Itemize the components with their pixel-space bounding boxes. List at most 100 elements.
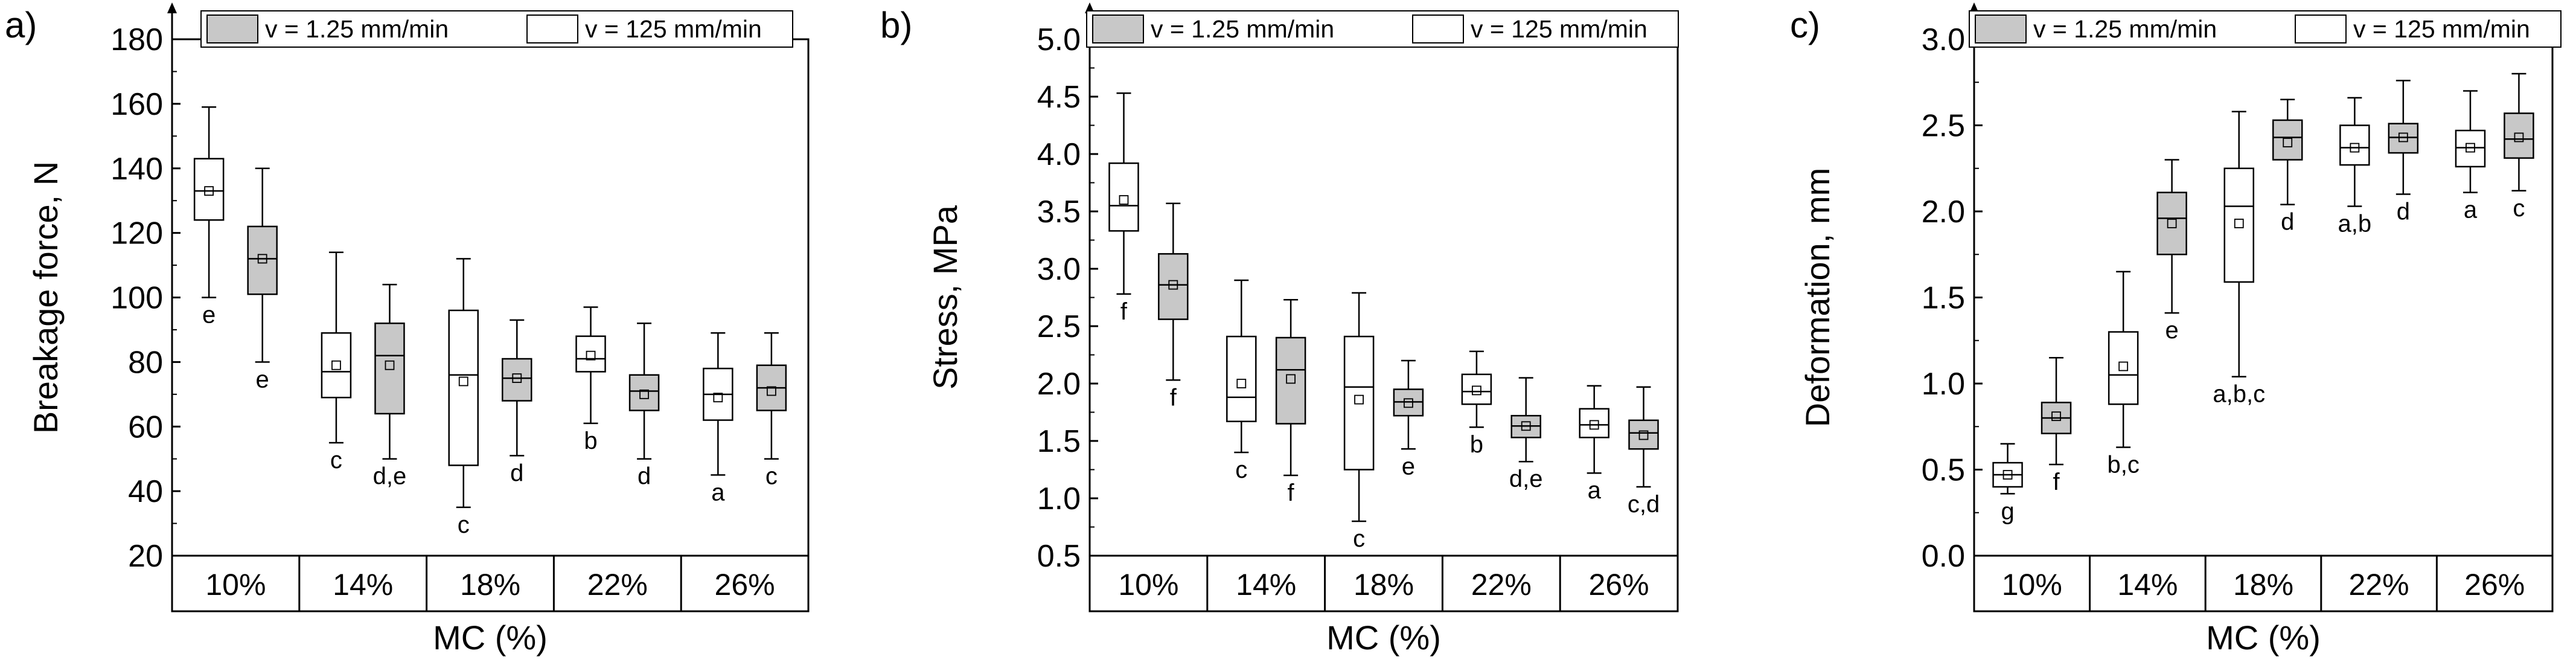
mean-marker [1471,385,1481,396]
box-slow: c [2504,72,2534,222]
iqr-box [321,332,352,399]
iqr-box [502,358,532,402]
mean-marker [204,186,214,196]
mean-marker [1521,421,1531,431]
iqr-box [247,225,278,295]
mean-marker [2398,132,2408,143]
box-slow: d [502,319,532,486]
legend-label: v = 1.25 mm/min [265,15,449,43]
panel-label: b) [880,5,912,45]
iqr-box [628,374,660,411]
mean-marker [2118,361,2129,371]
x-axis-label: MC (%) [2206,619,2321,657]
mean-marker [2514,132,2524,143]
box-slow: f [1158,202,1189,411]
mean-marker [1354,394,1364,405]
box-slow: d,e [373,283,407,490]
y-tick-label: 1.5 [1922,281,1965,316]
y-tick-label: 20 [128,539,163,574]
mean-marker [1589,420,1599,430]
legend: v = 1.25 mm/min v = 125 mm/min [1969,10,2562,48]
y-tick-label: 3.0 [1037,252,1081,287]
y-tick-label: 3.5 [1037,194,1081,230]
significance-letter: c [458,512,470,538]
legend-swatch [526,14,578,43]
mean-marker [2234,219,2244,228]
y-tick-label: 4.0 [1037,137,1081,172]
y-tick-label: 3.0 [1922,22,1965,57]
iqr-box [1343,335,1375,471]
mean-marker [2002,470,2013,480]
significance-letter: c [330,447,342,474]
x-category-label: 18% [1354,568,1414,602]
mean-marker [2283,138,2293,147]
significance-letter: e [202,302,216,329]
iqr-box [2455,129,2486,168]
mean-marker [713,393,723,403]
y-tick-label: 2.5 [1037,309,1081,344]
x-category-label: 22% [2349,568,2409,602]
panel-c: c) 0.0 0.5 1.0 1.5 2.0 2.5 3.0 Deformation, mm 10… [1790,2,2562,657]
mean-marker [2167,219,2177,228]
legend-frame [1969,10,2562,48]
box-fast: a,b,c [2213,111,2265,408]
significance-letter: c,d [1628,491,1660,518]
x-axis-label: MC (%) [1326,619,1441,657]
iqr-box [2223,167,2255,283]
legend-swatch [2295,14,2347,43]
legend: v = 1.25 mm/min v = 125 mm/min [1086,10,1679,48]
y-tick-label: 180 [110,22,163,57]
iqr-box [374,323,405,415]
mean-marker [1286,374,1296,384]
iqr-box [2504,112,2534,159]
x-category-label: 10% [205,568,266,602]
y-tick-label: 1.0 [1922,367,1965,402]
box-slow: d [2388,80,2419,225]
y-axis-arrow [167,2,177,13]
significance-letter: d,e [1509,466,1543,492]
mean-marker [766,386,776,396]
iqr-box [2108,331,2139,405]
x-category-label: 22% [1471,568,1532,602]
legend-label: v = 1.25 mm/min [1151,15,1334,43]
iqr-box [2388,123,2419,154]
y-tick-label: 4.5 [1037,80,1081,115]
y-tick-label: 140 [110,152,163,187]
panel-b: b) 0.5 1.0 1.5 2.0 2.5 3.0 3.5 4.0 4.5 5.0 Stress, … [880,2,1679,657]
box-slow: e [247,167,278,393]
legend-swatch [1092,14,1144,43]
y-tick-label: 120 [110,216,163,251]
iqr-box [1579,408,1609,439]
significance-letter: d,e [373,463,407,490]
mean-marker [2350,143,2360,153]
significance-letter: f [1120,298,1128,325]
iqr-box [1275,336,1306,425]
box-slow: e [1393,359,1424,480]
significance-letter: b [584,428,597,454]
x-category-label: 10% [1118,568,1178,602]
significance-letter: a [711,479,725,506]
y-tick-label: 0.5 [1922,453,1965,488]
legend-frame [200,10,793,48]
legend-label: v = 125 mm/min [1471,15,1648,43]
significance-letter: c [2513,195,2525,222]
panel-label: c) [1790,5,1820,45]
significance-letter: d [638,463,651,490]
plot-frame [1088,38,1679,612]
box-slow: d [2272,98,2303,236]
x-category-label: 18% [2233,568,2293,602]
significance-letter: e [2165,317,2179,344]
panel-a: a) 20 40 60 80 100 120 140 160 180 Breakage force,… [5,2,810,657]
box-slow: c,d [1628,386,1660,518]
y-tick-label: 5.0 [1037,22,1081,57]
y-axis-label: Breakage force, N [27,161,65,434]
y-tick-label: 2.5 [1922,109,1965,144]
mean-marker [1119,195,1129,205]
y-tick-label: 0.0 [1922,539,1965,574]
legend-swatch [206,14,258,43]
y-tick-label: 40 [128,474,163,509]
significance-letter: d [2281,209,2294,236]
iqr-box [575,335,606,373]
plot-frame [1973,38,2554,612]
